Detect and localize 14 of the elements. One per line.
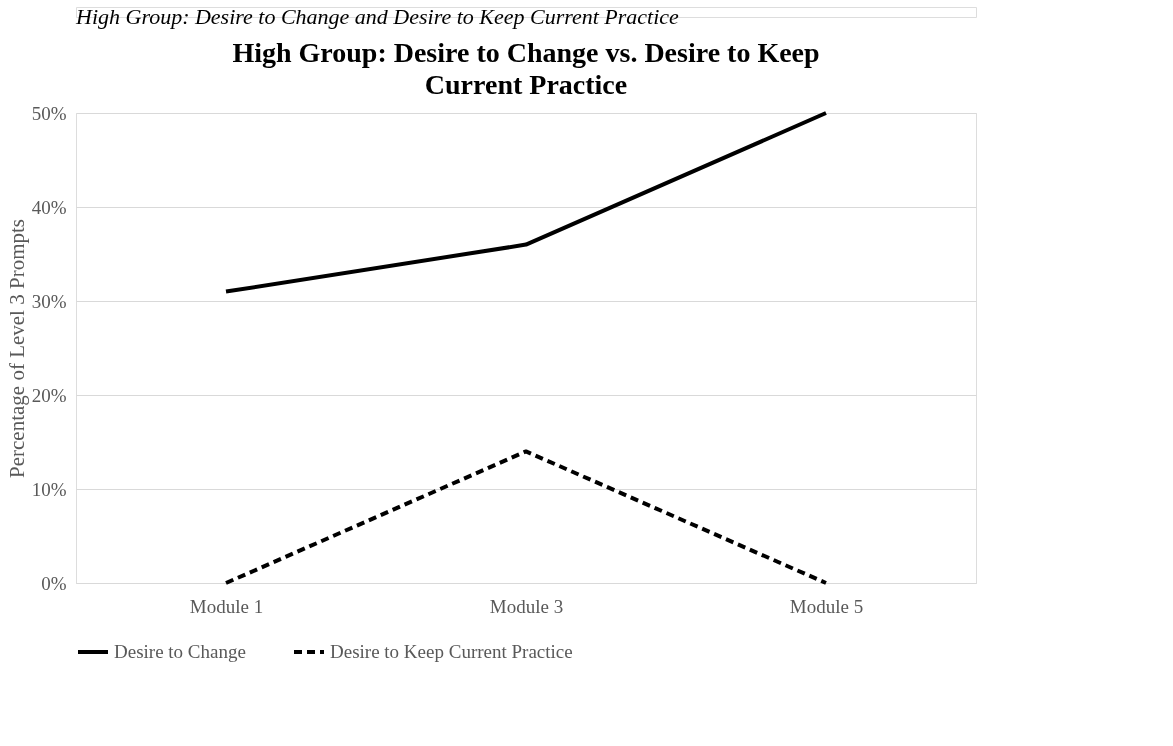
- y-tick-label: 40%: [31, 196, 67, 218]
- y-tick-label: 20%: [31, 384, 67, 406]
- chart-title: High Group: Desire to Change vs. Desire to Keep Current Practice: [232, 37, 820, 100]
- x-tick-label: Module 5: [789, 595, 864, 617]
- y-tick-label: 50%: [31, 102, 67, 124]
- y-tick-label: 10%: [31, 478, 67, 500]
- y-tick-label: 0%: [41, 572, 67, 594]
- x-tick-label: Module 3: [489, 595, 564, 617]
- legend-label: Desire to Change: [114, 641, 246, 662]
- text: High Group: Desire to Change and Desire to Keep Current Practice: [75, 4, 680, 29]
- legend-label: Desire to Keep Current Practice: [330, 641, 573, 662]
- y-tick-label: 30%: [31, 290, 67, 312]
- x-tick-label: Module 1: [189, 595, 264, 617]
- y-axis-title: Percentage of Level 3 Prompts: [4, 219, 29, 478]
